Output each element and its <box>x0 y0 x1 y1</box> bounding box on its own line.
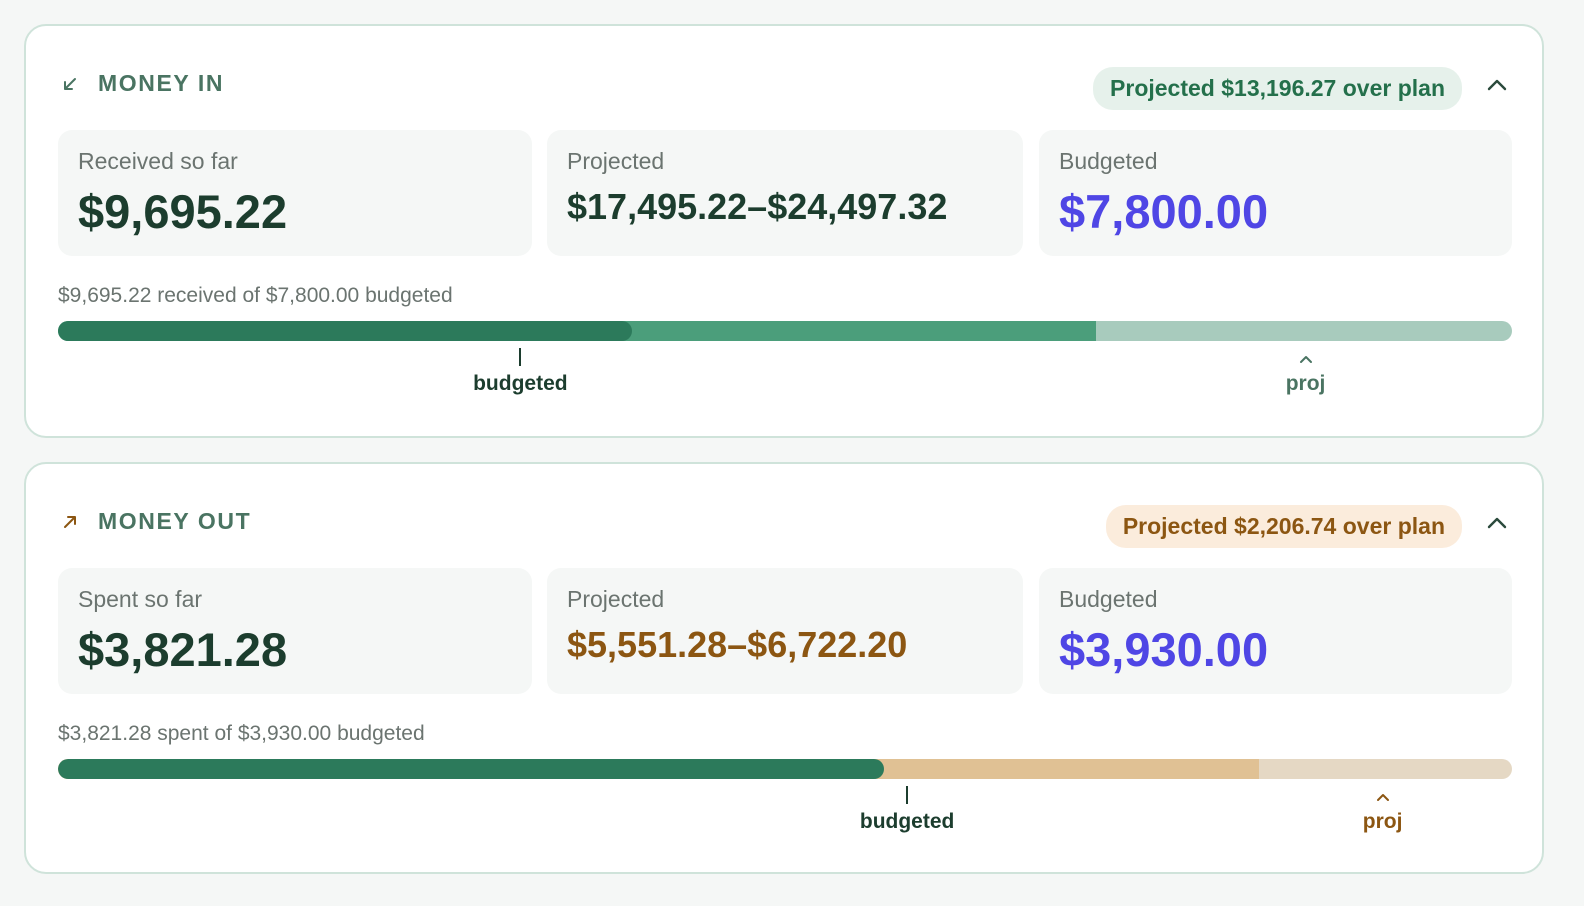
money-out-title: MONEY OUT <box>60 508 251 535</box>
budgeted-spend-value: $3,930.00 <box>1059 623 1269 676</box>
money-out-projection-marker: proj <box>1313 786 1453 834</box>
money-out-header: MONEY OUT Projected $2,206.74 over plan <box>60 502 1510 548</box>
budgeted-income-stat: Budgeted $7,800.00 <box>1039 130 1512 256</box>
budgeted-income-value: $7,800.00 <box>1059 185 1269 238</box>
spent-stat: Spent so far $3,821.28 <box>58 568 532 694</box>
projected-spend-label: Projected <box>567 586 665 612</box>
money-out-budget-marker-label: budgeted <box>859 810 955 833</box>
projected-income-stat: Projected $17,495.22–$24,497.32 <box>547 130 1023 256</box>
money-out-title-text: MONEY OUT <box>98 508 252 534</box>
budget-tick <box>906 786 909 804</box>
money-in-progress-bar <box>58 321 1512 341</box>
money-out-progress-bar <box>58 759 1512 779</box>
money-in-header: MONEY IN Projected $13,196.27 over plan <box>60 64 1510 110</box>
spent-label: Spent so far <box>78 586 203 612</box>
received-stat: Received so far $9,695.22 <box>58 130 532 256</box>
budgeted-spend-label: Budgeted <box>1059 586 1158 612</box>
money-in-budget-marker-label: budgeted <box>473 372 568 395</box>
money-in-projection-badge: Projected $13,196.27 over plan <box>1093 67 1462 110</box>
money-out-actual-segment <box>58 759 884 779</box>
money-in-projection-marker-label: proj <box>1285 372 1326 395</box>
caret-up-icon <box>1299 356 1312 363</box>
projected-spend-value: $5,551.28–$6,722.20 <box>567 624 908 665</box>
money-in-projection-marker: proj <box>1236 348 1376 396</box>
chevron-up-icon <box>1487 79 1507 91</box>
money-in-stats: Received so far $9,695.22 Projected $17,… <box>58 130 1512 256</box>
money-in-title-text: MONEY IN <box>98 70 225 96</box>
money-out-projection-marker-label: proj <box>1362 810 1403 833</box>
arrow-down-left-icon <box>64 77 76 90</box>
money-out-projection-badge: Projected $2,206.74 over plan <box>1105 505 1462 548</box>
arrow-up-right-icon <box>64 515 76 528</box>
received-value: $9,695.22 <box>78 185 288 238</box>
money-in-progress-caption: $9,695.22 received of $7,800.00 budgeted <box>58 284 453 307</box>
budgeted-spend-stat: Budgeted $3,930.00 <box>1039 568 1512 694</box>
projected-spend-stat: Projected $5,551.28–$6,722.20 <box>547 568 1023 694</box>
budgeted-income-label: Budgeted <box>1059 148 1158 174</box>
money-out-card: MONEY OUT Projected $2,206.74 over plan … <box>24 462 1544 874</box>
money-out-stats: Spent so far $3,821.28 Projected $5,551.… <box>58 568 1512 694</box>
money-out-progress-caption: $3,821.28 spent of $3,930.00 budgeted <box>58 722 425 745</box>
money-out-collapse-button[interactable] <box>1484 510 1510 536</box>
received-label: Received so far <box>78 148 238 174</box>
budget-tick <box>519 348 522 366</box>
money-out-budget-marker: budgeted <box>837 786 977 834</box>
projected-income-label: Projected <box>567 148 665 174</box>
spent-value: $3,821.28 <box>78 623 288 676</box>
chevron-up-icon <box>1487 517 1507 529</box>
projected-income-value: $17,495.22–$24,497.32 <box>567 186 948 227</box>
money-in-budget-marker: budgeted <box>450 348 590 396</box>
caret-up-icon <box>1376 794 1389 801</box>
money-in-actual-segment <box>58 321 633 341</box>
money-in-card: MONEY IN Projected $13,196.27 over plan … <box>24 24 1544 438</box>
money-in-collapse-button[interactable] <box>1484 72 1510 98</box>
money-in-title: MONEY IN <box>60 70 224 97</box>
